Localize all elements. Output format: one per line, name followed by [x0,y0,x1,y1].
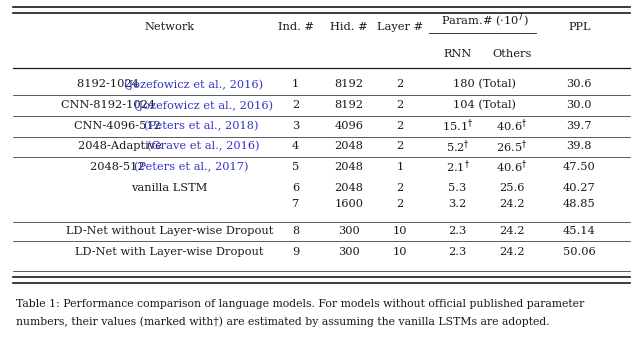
Text: 24.2: 24.2 [499,246,525,257]
Text: (Jozefowicz et al., 2016): (Jozefowicz et al., 2016) [124,79,263,90]
Text: LD-Net without Layer-wise Dropout: LD-Net without Layer-wise Dropout [66,225,273,236]
Text: 48.85: 48.85 [563,199,596,209]
Text: 8192: 8192 [334,79,364,89]
Text: 1600: 1600 [334,199,364,209]
Text: 5.2$^{\dagger}$: 5.2$^{\dagger}$ [445,138,470,154]
Text: 24.2: 24.2 [499,199,525,209]
Text: 3.2: 3.2 [449,199,467,209]
Text: 2: 2 [396,121,404,131]
Text: 104 (Total): 104 (Total) [453,100,516,110]
Text: 2: 2 [396,183,404,193]
Text: 2: 2 [292,100,300,110]
Text: 2: 2 [396,79,404,89]
Text: 30.0: 30.0 [566,100,592,110]
Text: RNN: RNN [444,49,472,60]
Text: 40.6$^{\dagger}$: 40.6$^{\dagger}$ [497,158,527,175]
Text: 9: 9 [292,246,300,257]
Text: (Jozefowicz et al., 2016): (Jozefowicz et al., 2016) [134,100,273,111]
Text: 4: 4 [292,141,300,151]
Text: 39.7: 39.7 [566,121,592,131]
Text: 300: 300 [338,246,360,257]
Text: Network: Network [145,22,195,32]
Text: LD-Net with Layer-wise Dropout: LD-Net with Layer-wise Dropout [76,246,264,257]
Text: 8192: 8192 [334,100,364,110]
Text: CNN-4096-512: CNN-4096-512 [74,121,164,131]
Text: vanilla LSTM: vanilla LSTM [131,183,208,193]
Text: 2.3: 2.3 [449,225,467,236]
Text: 8192-1024: 8192-1024 [77,79,142,89]
Text: 5: 5 [292,162,300,172]
Text: 5.3: 5.3 [449,183,467,193]
Text: 39.8: 39.8 [566,141,592,151]
Text: 2048: 2048 [334,141,364,151]
Text: 50.06: 50.06 [563,246,596,257]
Text: 47.50: 47.50 [563,162,596,172]
Text: 40.6$^{\dagger}$: 40.6$^{\dagger}$ [497,118,527,134]
Text: 2048-512: 2048-512 [90,162,148,172]
Text: numbers, their values (marked with†) are estimated by assuming the vanilla LSTMs: numbers, their values (marked with†) are… [16,316,550,327]
Text: 2: 2 [396,100,404,110]
Text: (Peters et al., 2018): (Peters et al., 2018) [143,121,258,131]
Text: 15.1$^{\dagger}$: 15.1$^{\dagger}$ [442,118,473,134]
Text: (Peters et al., 2017): (Peters et al., 2017) [134,162,248,172]
Text: CNN-8192-1024: CNN-8192-1024 [61,100,159,110]
Text: Layer #: Layer # [377,22,423,32]
Text: Table 1: Performance comparison of language models. For models without official : Table 1: Performance comparison of langu… [16,299,584,309]
Text: (Grave et al., 2016): (Grave et al., 2016) [147,141,259,151]
Text: 300: 300 [338,225,360,236]
Text: 6: 6 [292,183,300,193]
Text: 10: 10 [393,246,407,257]
Text: 25.6: 25.6 [499,183,525,193]
Text: Others: Others [492,49,532,60]
Text: 40.27: 40.27 [563,183,596,193]
Text: 8: 8 [292,225,300,236]
Text: 7: 7 [292,199,300,209]
Text: 2048: 2048 [334,183,364,193]
Text: Hid. #: Hid. # [330,22,367,32]
Text: 24.2: 24.2 [499,225,525,236]
Text: 2: 2 [396,141,404,151]
Text: Param.# ($\cdot$10$^7$): Param.# ($\cdot$10$^7$) [441,12,529,30]
Text: 1: 1 [292,79,300,89]
Text: 45.14: 45.14 [563,225,596,236]
Text: 180 (Total): 180 (Total) [453,79,516,89]
Text: 26.5$^{\dagger}$: 26.5$^{\dagger}$ [497,138,527,154]
Text: PPL: PPL [568,22,591,32]
Text: 4096: 4096 [334,121,364,131]
Text: 2048-Adaptive: 2048-Adaptive [78,141,165,151]
Text: 2: 2 [396,199,404,209]
Text: 1: 1 [396,162,404,172]
Text: 2048: 2048 [334,162,364,172]
Text: Ind. #: Ind. # [278,22,314,32]
Text: 2.3: 2.3 [449,246,467,257]
Text: 30.6: 30.6 [566,79,592,89]
Text: 3: 3 [292,121,300,131]
Text: 2.1$^{\dagger}$: 2.1$^{\dagger}$ [445,158,470,175]
Text: 10: 10 [393,225,407,236]
